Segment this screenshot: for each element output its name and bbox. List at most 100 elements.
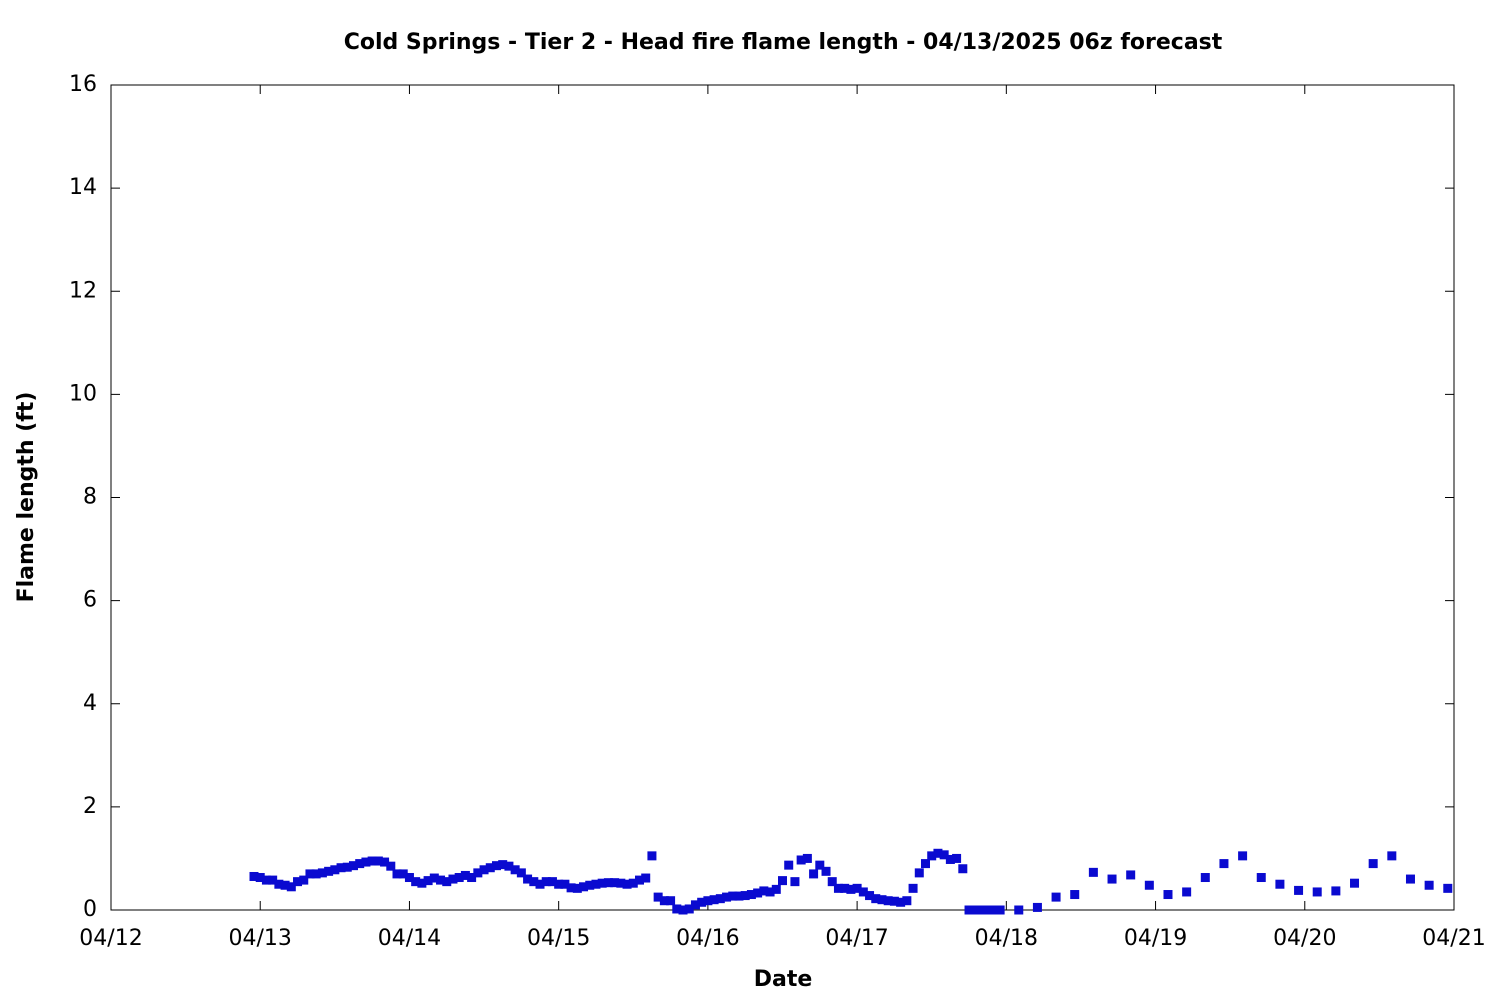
point	[1219, 859, 1229, 869]
point	[1387, 851, 1397, 861]
point	[473, 868, 483, 878]
point	[976, 905, 986, 915]
point	[485, 863, 495, 873]
point	[616, 878, 626, 888]
x-tick-label: 04/19	[1124, 926, 1187, 951]
point	[1070, 890, 1080, 900]
point	[460, 870, 470, 880]
point	[877, 895, 887, 905]
point	[634, 875, 644, 885]
point	[970, 905, 980, 915]
point	[921, 859, 931, 869]
point	[336, 863, 346, 873]
point	[1405, 874, 1415, 884]
point	[790, 877, 800, 887]
point	[746, 890, 756, 900]
point	[765, 887, 775, 897]
point	[311, 869, 321, 879]
point	[373, 856, 383, 866]
point	[398, 869, 408, 879]
y-tick-label: 10	[69, 381, 97, 406]
point	[672, 904, 682, 914]
point	[902, 896, 912, 906]
point	[1350, 878, 1360, 888]
point	[516, 868, 526, 878]
x-tick-label: 04/14	[378, 926, 441, 951]
point	[778, 876, 787, 886]
y-tick-label: 2	[83, 794, 97, 819]
y-tick-label: 4	[83, 691, 97, 716]
point	[1294, 885, 1304, 895]
point	[896, 897, 906, 907]
point	[697, 897, 707, 907]
point	[554, 879, 564, 889]
point	[299, 875, 309, 885]
point	[939, 850, 949, 860]
point	[417, 878, 427, 888]
point	[703, 896, 713, 906]
point	[1424, 880, 1434, 890]
point	[889, 896, 899, 906]
point	[523, 874, 533, 884]
point	[491, 861, 501, 871]
point	[603, 878, 613, 888]
point	[908, 883, 918, 893]
point	[591, 879, 601, 889]
point	[479, 865, 489, 875]
point	[684, 904, 694, 914]
point	[641, 873, 651, 883]
point	[815, 860, 825, 870]
point	[1107, 874, 1117, 884]
point	[1331, 886, 1341, 896]
point	[597, 878, 607, 888]
point	[585, 880, 595, 890]
point	[809, 869, 819, 879]
chart-title: Cold Springs - Tier 2 - Head fire flame …	[344, 30, 1223, 55]
point	[324, 866, 334, 876]
x-tick-label: 04/20	[1273, 926, 1336, 951]
point	[827, 877, 837, 887]
point	[404, 873, 414, 883]
point	[846, 884, 856, 894]
point	[647, 851, 657, 861]
x-tick-label: 04/17	[825, 926, 888, 951]
point	[274, 879, 284, 889]
point	[392, 869, 402, 879]
point	[293, 877, 303, 887]
point	[566, 883, 576, 893]
y-tick-label: 0	[83, 897, 97, 922]
point	[286, 882, 296, 892]
point	[547, 877, 557, 887]
point	[740, 891, 750, 901]
x-tick-label: 04/15	[527, 926, 590, 951]
point	[448, 874, 458, 884]
point	[249, 871, 259, 881]
point	[759, 886, 769, 896]
point	[666, 896, 676, 906]
point	[560, 879, 570, 889]
point	[927, 851, 937, 861]
point	[709, 895, 719, 905]
x-tick-label: 04/16	[676, 926, 739, 951]
point	[355, 859, 365, 869]
point	[342, 862, 352, 872]
point	[952, 853, 962, 863]
point	[1368, 859, 1378, 869]
point	[858, 887, 868, 897]
point	[386, 861, 396, 871]
point	[1051, 892, 1061, 902]
point	[914, 868, 924, 878]
point	[436, 875, 446, 885]
point	[498, 860, 508, 870]
point	[1126, 870, 1136, 880]
point	[610, 878, 620, 888]
point	[958, 864, 968, 874]
point	[995, 905, 1005, 915]
point	[1182, 887, 1192, 897]
point	[504, 861, 514, 871]
point	[541, 877, 551, 887]
point	[622, 879, 632, 889]
y-tick-label: 8	[83, 485, 97, 510]
point	[659, 896, 669, 906]
point	[690, 900, 700, 910]
